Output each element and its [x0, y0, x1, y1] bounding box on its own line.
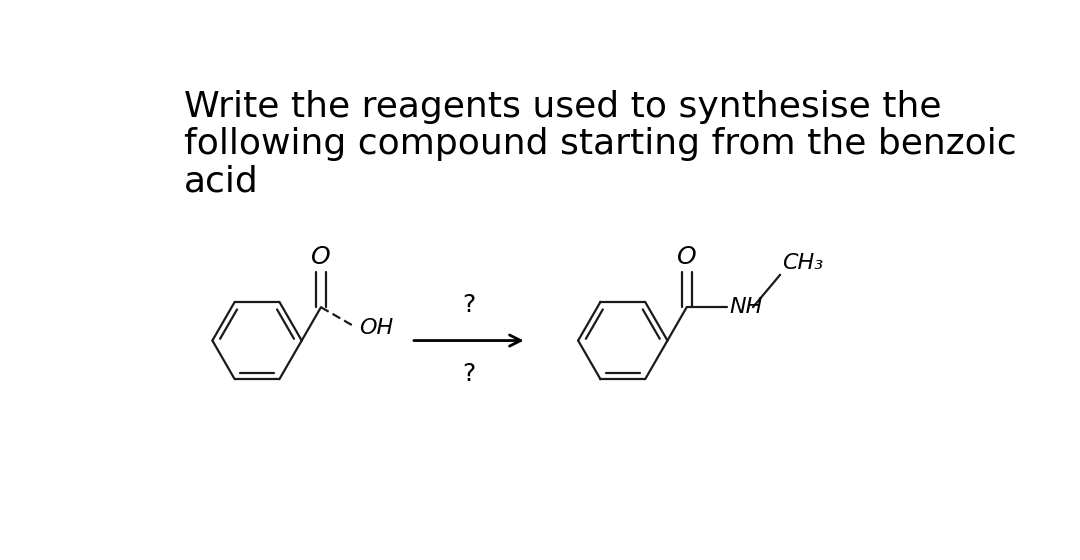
Text: acid: acid: [184, 164, 258, 198]
Text: ?: ?: [462, 293, 475, 318]
Text: O: O: [677, 245, 697, 269]
Text: Write the reagents used to synthesise the: Write the reagents used to synthesise th…: [184, 90, 942, 124]
Text: following compound starting from the benzoic: following compound starting from the ben…: [184, 127, 1016, 161]
Text: OH: OH: [359, 318, 393, 338]
Text: CH₃: CH₃: [783, 253, 824, 273]
Text: ?: ?: [462, 362, 475, 386]
Text: NH: NH: [730, 297, 764, 317]
Text: O: O: [311, 245, 330, 269]
